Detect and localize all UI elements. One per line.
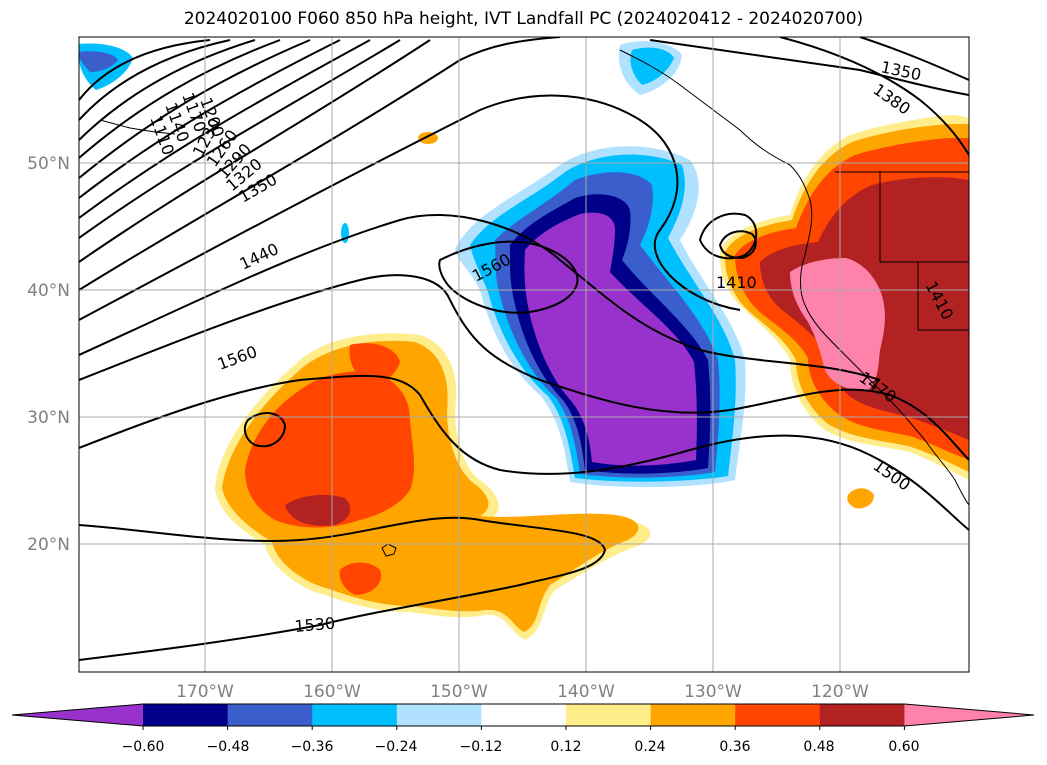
contour-label: 1410 bbox=[716, 273, 757, 292]
longitude-labels: 170°W 160°W 150°W 140°W 130°W 120°W bbox=[176, 682, 869, 702]
colorbar-tick: −0.36 bbox=[291, 739, 334, 755]
colorbar-tick: −0.12 bbox=[460, 739, 503, 755]
colorbar-segment bbox=[904, 704, 1034, 726]
colorbar-segment bbox=[566, 704, 652, 726]
latitude-labels: 50°N 40°N 30°N 20°N bbox=[27, 154, 70, 555]
map-frame bbox=[78, 36, 970, 673]
lon-label: 130°W bbox=[684, 682, 742, 702]
lat-label: 20°N bbox=[27, 535, 70, 555]
colorbar-segment bbox=[735, 704, 821, 726]
colorbar-tick: 0.36 bbox=[719, 739, 750, 755]
colorbar-segment bbox=[143, 704, 229, 726]
height-contours bbox=[79, 37, 969, 661]
lat-label: 50°N bbox=[27, 154, 70, 174]
colorbar-tick: −0.48 bbox=[207, 739, 250, 755]
lat-label: 40°N bbox=[27, 281, 70, 301]
negative-anomaly-region bbox=[79, 41, 746, 488]
colorbar-tick: 0.12 bbox=[550, 739, 581, 755]
colorbar-segment bbox=[312, 704, 398, 726]
colorbar-segment bbox=[227, 704, 313, 726]
map-title: 2024020100 F060 850 hPa height, IVT Land… bbox=[183, 9, 864, 29]
lon-label: 160°W bbox=[303, 682, 361, 702]
lon-label: 120°W bbox=[811, 682, 869, 702]
positive-anomaly-central-pacific bbox=[215, 333, 651, 640]
colorbar-segment bbox=[12, 704, 143, 726]
colorbar-segment bbox=[650, 704, 736, 726]
colorbar-tick: −0.60 bbox=[122, 739, 165, 755]
lon-label: 140°W bbox=[557, 682, 615, 702]
colorbar-tick-labels: −0.60 −0.48 −0.36 −0.24 −0.12 0.12 0.24 … bbox=[122, 739, 920, 755]
contour-label: 1530 bbox=[294, 614, 336, 636]
colorbar-tick: 0.60 bbox=[888, 739, 919, 755]
colorbar-segment bbox=[819, 704, 905, 726]
lon-label: 170°W bbox=[176, 682, 234, 702]
lat-label: 30°N bbox=[27, 408, 70, 428]
gridlines bbox=[79, 37, 969, 672]
positive-anomaly-west-coast bbox=[719, 115, 969, 509]
colorbar-tick: 0.48 bbox=[803, 739, 834, 755]
map-area bbox=[79, 37, 969, 672]
colorbar-tick: 0.24 bbox=[634, 739, 665, 755]
colorbar-segment bbox=[481, 704, 567, 726]
colorbar-segment bbox=[396, 704, 482, 726]
colorbar-tick: −0.24 bbox=[375, 739, 418, 755]
colorbar bbox=[11, 703, 1035, 730]
lon-label: 150°W bbox=[430, 682, 488, 702]
